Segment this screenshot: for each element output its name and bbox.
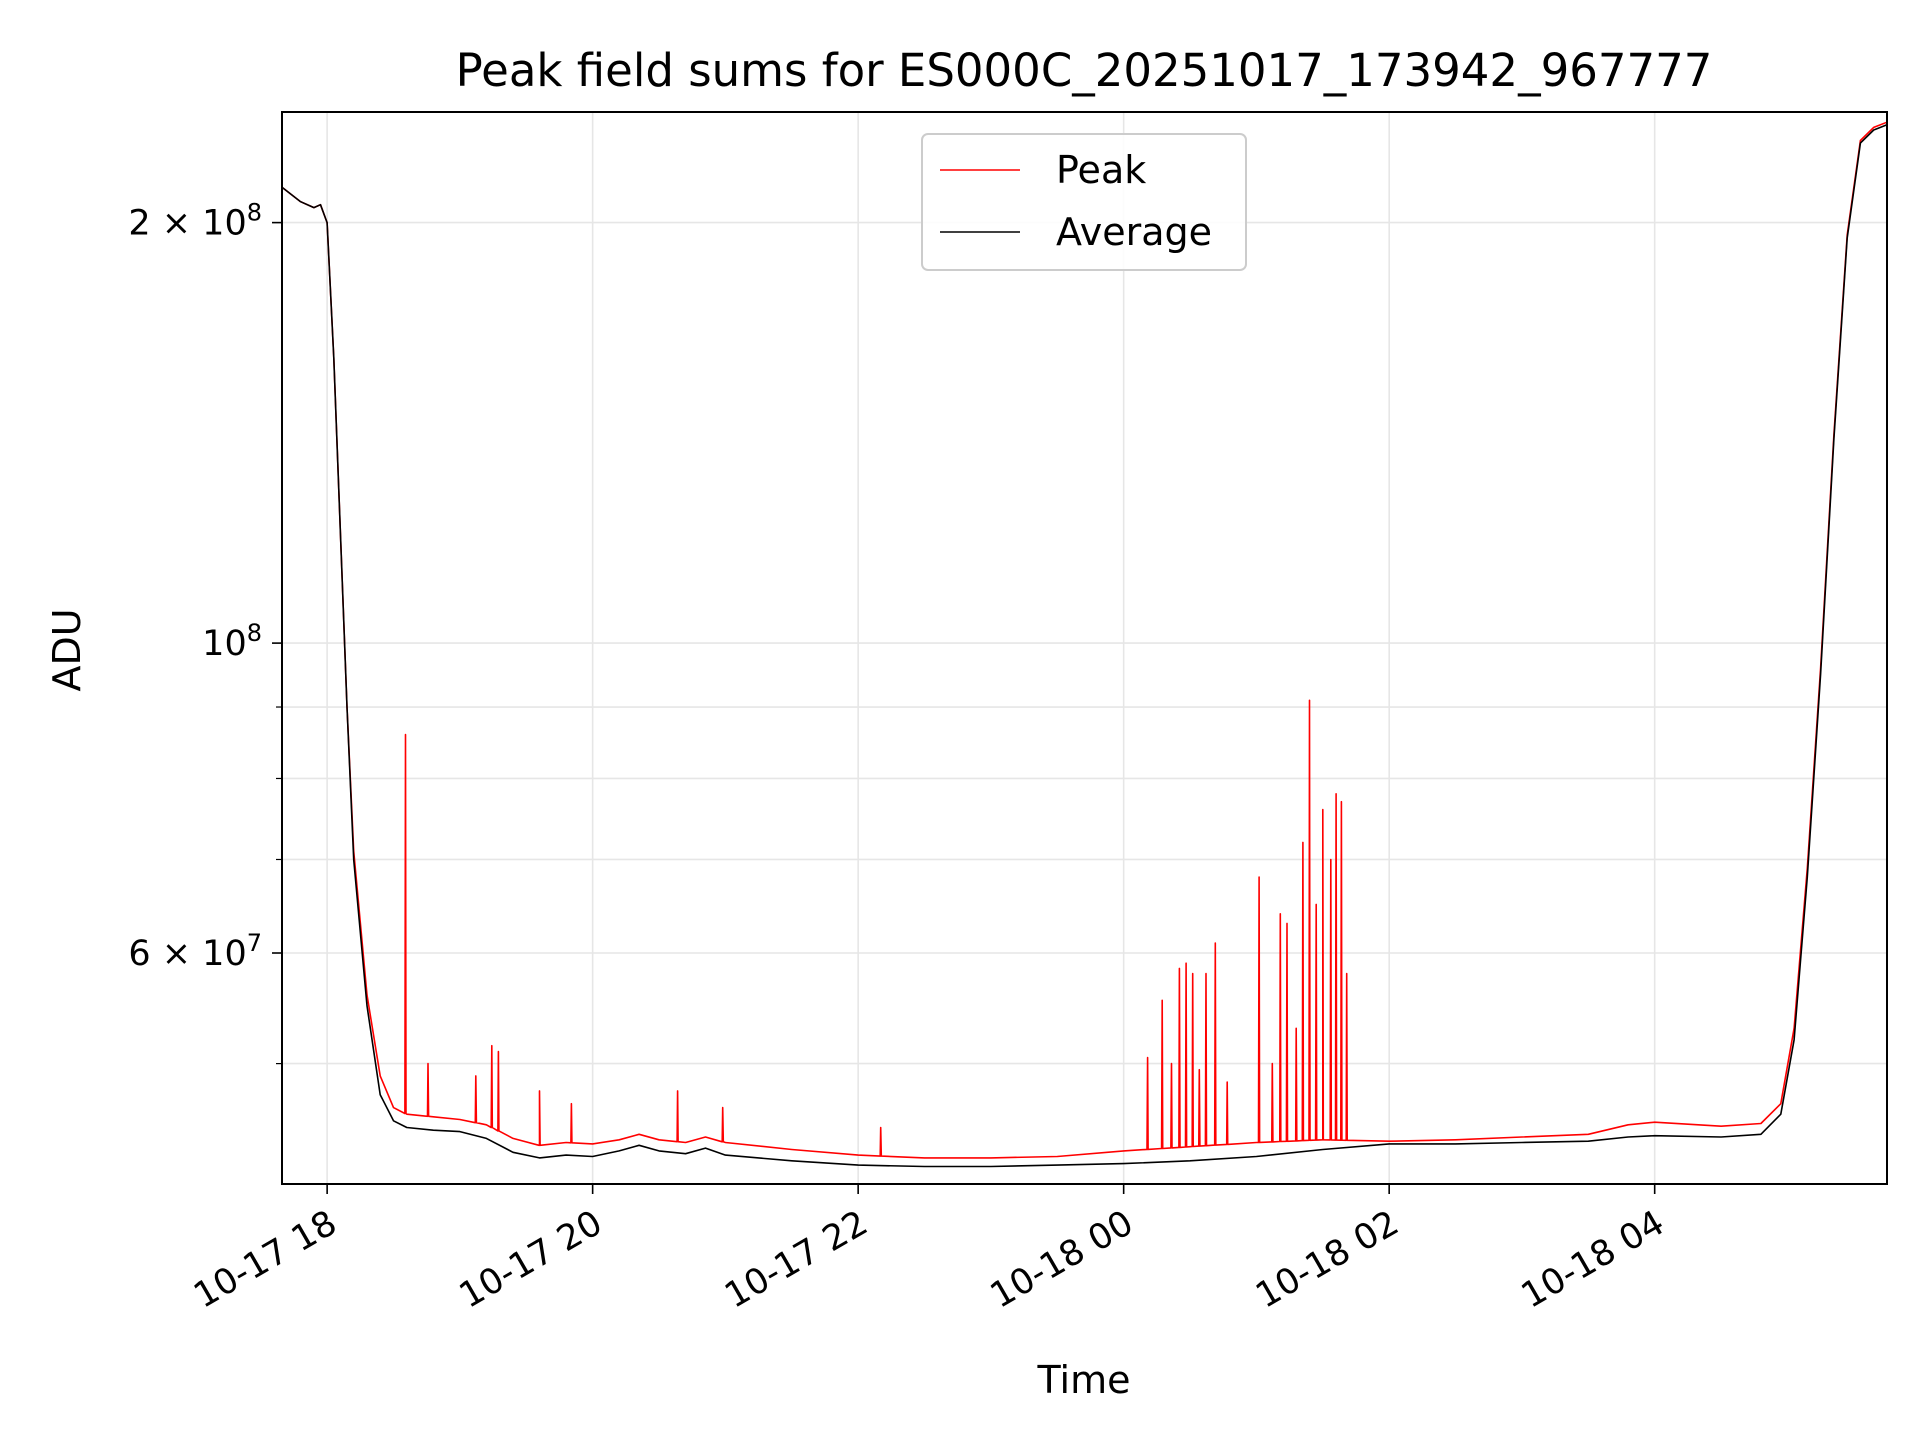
series-line-peak [282,121,1887,1159]
series-layer [282,121,1887,1168]
chart-title: Peak field sums for ES000C_20251017_1739… [456,44,1713,97]
legend-box [921,133,1247,271]
y-tick-label: 2 × 108 [128,199,262,244]
y-tick-label: 108 [202,619,262,664]
series-line-average [282,124,1887,1168]
plot-frame [281,111,1888,1185]
legend: Peak Average [921,133,1247,271]
x-axis-title: Time [1037,1358,1131,1402]
legend-average-label: Average [1056,210,1212,254]
y-tick-label: 6 × 107 [128,929,262,974]
grid [282,112,1887,1184]
y-axis-title: ADU [45,608,89,691]
legend-peak-label: Peak [1056,148,1146,192]
